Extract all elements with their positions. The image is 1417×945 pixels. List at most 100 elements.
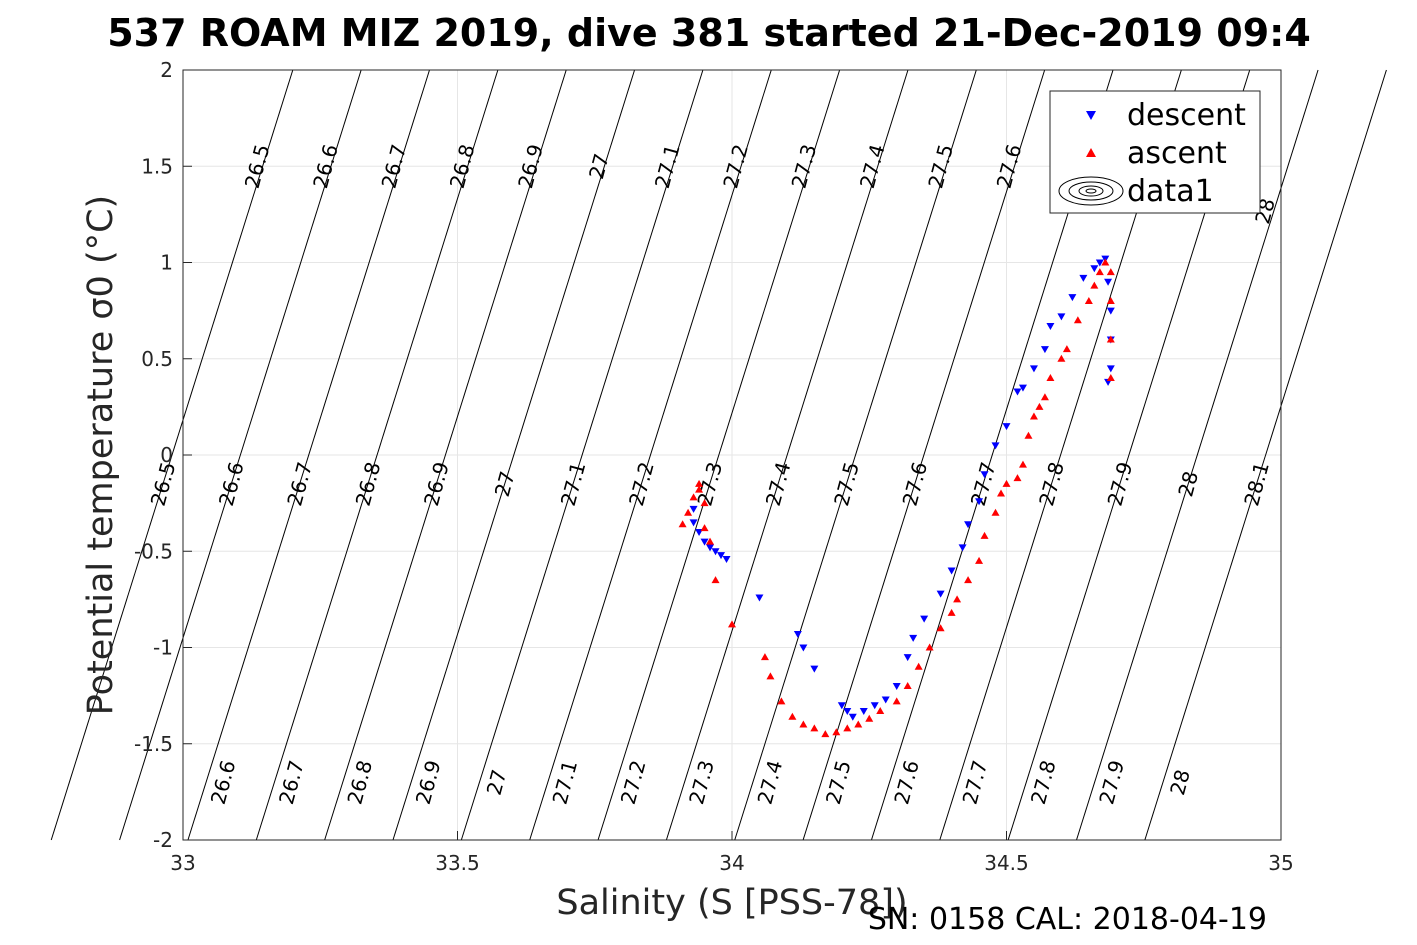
descent-point <box>892 683 901 690</box>
ascent-point <box>1002 479 1011 487</box>
density-contour-line <box>119 69 362 841</box>
density-contour-line <box>460 69 704 841</box>
descent-point <box>843 708 852 716</box>
ascent-point <box>788 712 797 720</box>
descent-point <box>1029 365 1038 373</box>
descent-point <box>859 708 868 716</box>
x-tick-label: 34.5 <box>984 851 1029 875</box>
legend-descent-marker <box>1086 111 1096 120</box>
data-series <box>678 255 1115 738</box>
ascent-point <box>766 672 775 680</box>
descent-point <box>870 702 879 710</box>
density-contour-line <box>529 69 772 841</box>
x-tick-label: 33.5 <box>435 851 480 875</box>
ascent-point <box>760 653 769 661</box>
ascent-point <box>876 707 885 715</box>
ascent-point <box>711 576 720 584</box>
ascent-point <box>777 697 786 705</box>
ascent-point <box>843 724 852 732</box>
ascent-point <box>1106 268 1115 276</box>
descent-point <box>909 634 918 642</box>
legend-ascent-marker <box>1086 148 1096 157</box>
ascent-point <box>1073 316 1082 324</box>
ascent-point <box>1106 374 1115 381</box>
y-tick-label: -2 <box>153 828 173 852</box>
descent-point <box>964 521 973 529</box>
ascent-point <box>678 520 687 528</box>
ascent-point <box>1040 393 1049 401</box>
density-contour-line <box>734 69 977 841</box>
descent-point <box>903 654 912 662</box>
descent-point <box>1106 307 1115 315</box>
ascent-point <box>975 556 984 564</box>
ascent-point <box>903 682 912 689</box>
density-contour-line <box>392 69 636 841</box>
descent-point <box>793 631 802 639</box>
y-tick-label: 0.5 <box>141 347 173 371</box>
ascent-point <box>925 643 934 651</box>
descent-point <box>1104 278 1113 286</box>
y-tick-label: 1.5 <box>141 154 173 178</box>
descent-point <box>810 665 819 673</box>
descent-point <box>711 548 720 556</box>
descent-point <box>936 590 945 598</box>
descent-point <box>755 594 764 602</box>
ascent-point <box>706 537 715 545</box>
descent-point <box>881 696 890 704</box>
ascent-point <box>936 624 945 632</box>
descent-point <box>706 544 715 552</box>
ascent-point <box>914 662 923 670</box>
density-contour-line <box>50 69 294 841</box>
ascent-point <box>947 608 956 616</box>
descent-point <box>958 544 967 552</box>
descent-point <box>975 498 984 506</box>
ascent-point <box>1095 268 1104 276</box>
descent-point <box>1013 388 1022 396</box>
y-tick-label: -1.5 <box>134 732 173 756</box>
chart-title: 537 ROAM MIZ 2019, dive 381 started 21-D… <box>107 11 1311 55</box>
series-ascent <box>678 258 1115 738</box>
ascent-point <box>695 485 704 493</box>
descent-point <box>1090 265 1099 273</box>
ascent-point <box>695 479 704 487</box>
descent-point <box>1079 274 1088 282</box>
ascent-point <box>1029 412 1038 420</box>
ascent-point <box>1062 345 1071 353</box>
ascent-point <box>980 531 989 539</box>
y-tick-label: -0.5 <box>134 539 173 563</box>
descent-point <box>1018 384 1027 392</box>
ascent-point <box>728 620 736 628</box>
density-contour-line <box>597 69 841 841</box>
ascent-point <box>964 576 973 584</box>
descent-point <box>717 552 726 560</box>
ascent-point <box>700 499 709 507</box>
descent-point <box>837 702 846 710</box>
descent-point <box>1046 323 1055 331</box>
ascent-point <box>1106 297 1115 304</box>
ascent-point <box>821 730 830 738</box>
ascent-point <box>810 724 819 732</box>
ascent-point <box>1090 281 1099 289</box>
legend-ascent-label: ascent <box>1127 136 1227 171</box>
x-axis-label: Salinity (S [PSS-78]) <box>556 883 907 923</box>
density-contour-line <box>255 69 499 841</box>
descent-point <box>947 567 956 575</box>
y-tick-label: -1 <box>153 636 173 660</box>
ascent-point <box>799 720 808 728</box>
ascent-point <box>1057 354 1066 362</box>
ascent-point <box>1024 431 1033 439</box>
footer-serial-cal: SN: 0158 CAL: 2018-04-19 <box>868 902 1267 937</box>
descent-point <box>1040 346 1049 354</box>
ascent-point <box>991 508 1000 516</box>
ascent-point <box>1084 297 1093 304</box>
ascent-point <box>1101 258 1110 266</box>
descent-point <box>722 555 731 563</box>
ascent-point <box>1035 402 1044 410</box>
ascent-point <box>997 489 1006 497</box>
ascent-point <box>1018 460 1027 468</box>
ascent-point <box>892 697 901 705</box>
y-tick-label: 2 <box>160 58 173 82</box>
y-tick-label: 0 <box>160 443 173 467</box>
ascent-point <box>689 493 698 501</box>
ascent-point <box>1046 374 1055 381</box>
